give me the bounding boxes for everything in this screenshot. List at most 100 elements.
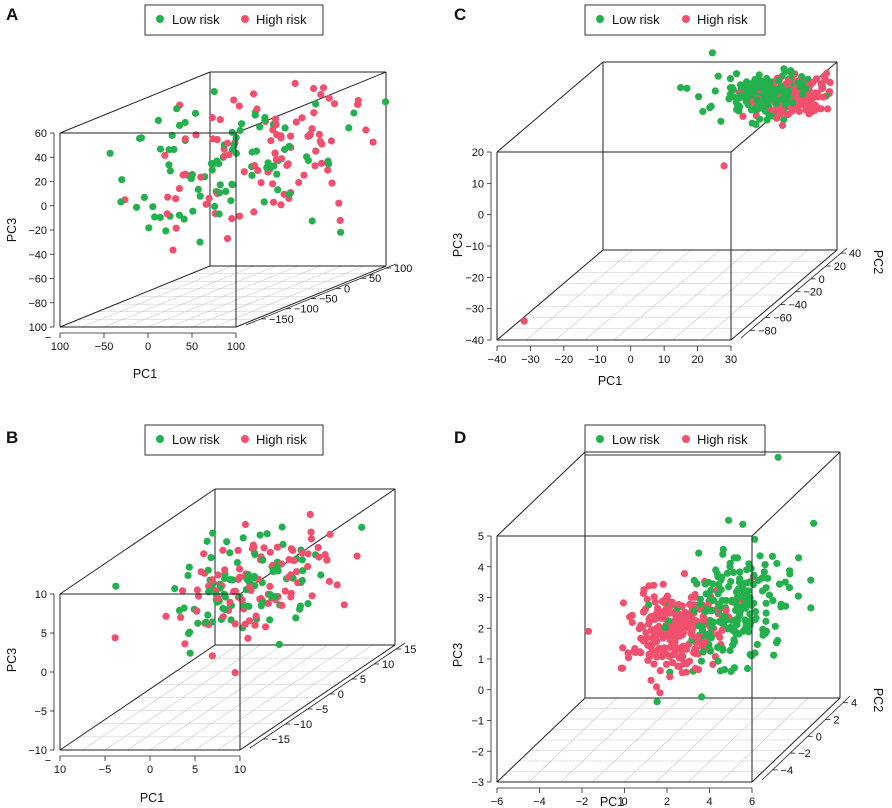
point-low-risk (719, 646, 727, 654)
point-high-risk (219, 613, 227, 621)
box-edge (496, 61, 604, 153)
panel-label-c: C (454, 5, 466, 24)
x-tick-label: −4 (533, 796, 546, 808)
box-front-edges (59, 132, 237, 328)
point-low-risk (695, 93, 703, 101)
point-high-risk (205, 194, 213, 202)
point-low-risk (165, 161, 173, 169)
floor-grid (79, 644, 376, 751)
point-low-risk (798, 90, 807, 98)
point-low-risk (258, 599, 266, 607)
point-high-risk (651, 598, 659, 606)
box-edge (496, 249, 604, 341)
point-low-risk (783, 99, 791, 107)
point-high-risk (325, 94, 333, 102)
point-low-risk (205, 587, 213, 595)
point-low-risk (711, 87, 719, 95)
point-low-risk (751, 608, 760, 616)
point-high-risk (314, 543, 322, 552)
box-front-edges (59, 593, 241, 751)
z-tick-label: 60 (35, 128, 47, 140)
legend-high-marker (682, 15, 690, 23)
point-low-risk (263, 530, 271, 538)
x-axis-title: PC1 (600, 795, 624, 808)
point-high-risk (520, 317, 528, 325)
point-high-risk (353, 552, 361, 560)
x-tick-label: 10 (234, 764, 246, 776)
point-low-risk (725, 95, 733, 103)
point-low-risk (275, 640, 283, 649)
z-tick-label: −80 (28, 298, 47, 310)
point-high-risk (654, 631, 662, 639)
point-low-risk (299, 567, 307, 575)
box-edge (59, 488, 216, 595)
point-high-risk (584, 627, 593, 635)
point-high-risk (687, 593, 695, 602)
point-high-risk (340, 601, 348, 609)
point-low-risk (715, 601, 723, 609)
point-low-risk (196, 192, 204, 200)
z-tick-label: 0 (41, 201, 47, 213)
y-tick-label: −100 (294, 304, 319, 316)
point-low-risk (106, 149, 114, 157)
box-edge (496, 697, 586, 783)
point-low-risk (724, 625, 732, 633)
point-high-risk (628, 618, 636, 627)
point-high-risk (648, 613, 656, 621)
point-low-risk (345, 124, 353, 132)
point-high-risk (319, 84, 328, 92)
point-low-risk (278, 523, 286, 531)
point-high-risk (315, 130, 323, 138)
point-low-risk (677, 84, 685, 92)
point-high-risk (666, 673, 674, 681)
point-low-risk (219, 604, 227, 613)
y-tick-label: −60 (773, 312, 792, 324)
point-high-risk (637, 621, 645, 630)
legend-low-marker (156, 435, 164, 443)
point-low-risk (732, 630, 740, 638)
y-tick-label: 100 (394, 263, 412, 275)
point-high-risk (677, 620, 685, 629)
data-points (520, 49, 834, 325)
point-low-risk (304, 600, 312, 608)
point-low-risk (773, 559, 781, 568)
z-tick-label: −20 (465, 272, 484, 284)
x-axis-title: PC1 (140, 791, 164, 805)
point-high-risk (252, 612, 260, 620)
point-low-risk (145, 224, 153, 232)
point-low-risk (194, 185, 202, 193)
point-high-risk (266, 582, 274, 591)
point-high-risk (336, 216, 344, 224)
point-low-risk (279, 540, 287, 549)
point-low-risk (756, 552, 764, 560)
point-low-risk (768, 552, 777, 560)
point-low-risk (228, 181, 236, 189)
point-low-risk (112, 582, 120, 590)
point-low-risk (171, 585, 179, 593)
point-low-risk (758, 587, 767, 595)
point-low-risk (191, 109, 200, 117)
y-axis-line (245, 263, 397, 326)
point-high-risk (312, 147, 320, 155)
point-high-risk (251, 621, 259, 629)
legend-high-label: High risk (697, 12, 748, 27)
z-tick-label: −3 (471, 777, 484, 789)
point-low-risk (259, 556, 267, 564)
data-points (111, 510, 366, 677)
point-low-risk (350, 109, 358, 117)
point-low-risk (216, 181, 224, 189)
z-axis-title: PC3 (451, 643, 465, 667)
point-low-risk (789, 99, 797, 107)
point-low-risk (233, 558, 241, 567)
point-low-risk (181, 118, 189, 127)
point-low-risk (699, 107, 707, 116)
x-tick-label: 4 (706, 796, 712, 808)
point-low-risk (733, 554, 742, 562)
box-edges (496, 451, 841, 783)
point-low-risk (274, 567, 282, 575)
point-low-risk (702, 590, 710, 598)
point-high-risk (175, 185, 183, 193)
point-low-risk (726, 75, 735, 83)
x-corner-tick: − (45, 755, 51, 767)
floor-grid (510, 249, 824, 341)
